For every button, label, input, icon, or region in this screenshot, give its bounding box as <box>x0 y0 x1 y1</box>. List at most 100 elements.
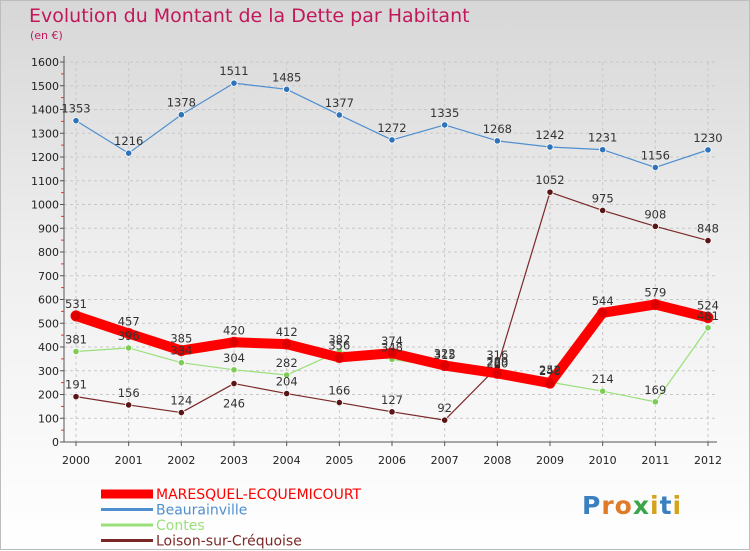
data-point <box>386 347 398 359</box>
logo-letter: t <box>659 491 673 520</box>
data-label: 1353 <box>61 102 90 116</box>
data-point <box>546 143 554 151</box>
data-point <box>388 136 396 144</box>
x-tick-label: 2001 <box>115 454 143 467</box>
data-label: 334 <box>170 344 192 358</box>
data-point <box>546 188 554 196</box>
data-label: 246 <box>223 397 245 411</box>
y-tick-label: 900 <box>38 222 59 235</box>
data-label: 169 <box>644 383 666 397</box>
logo-letter: o <box>614 491 633 520</box>
data-point <box>651 398 659 406</box>
data-label: 92 <box>437 401 452 415</box>
data-label: 252 <box>539 363 561 377</box>
data-label: 975 <box>592 191 614 205</box>
data-point <box>177 359 185 367</box>
data-point <box>704 146 712 154</box>
x-tick-label: 2006 <box>378 454 406 467</box>
chart-subtitle: (en €) <box>30 29 63 42</box>
data-label: 304 <box>223 351 245 365</box>
x-tick-label: 2009 <box>536 454 564 467</box>
data-label: 166 <box>328 384 350 398</box>
data-label: 908 <box>644 207 666 221</box>
data-point <box>230 379 238 388</box>
data-label: 1052 <box>535 173 564 187</box>
data-point <box>177 111 185 119</box>
legend: MARESQUEL-ECQUEMICOURTBeaurainvilleConte… <box>101 487 362 550</box>
data-label: 191 <box>65 378 87 392</box>
y-tick-label: 200 <box>38 389 59 402</box>
data-point <box>493 137 501 145</box>
data-point <box>651 163 659 172</box>
data-point <box>333 351 345 363</box>
data-label: 1230 <box>693 131 722 145</box>
data-point <box>651 222 659 230</box>
data-point <box>125 401 133 409</box>
data-point <box>72 393 80 401</box>
data-label: 315 <box>434 348 456 362</box>
logo-letter: P <box>582 491 602 520</box>
data-point <box>599 206 607 215</box>
legend-label: Beaurainville <box>156 503 247 519</box>
data-label: 1485 <box>272 70 301 84</box>
data-label: 248 <box>539 364 561 378</box>
data-point <box>597 307 609 319</box>
logo-letter: r <box>601 491 615 520</box>
data-label: 316 <box>486 348 508 362</box>
data-label: 214 <box>592 372 614 386</box>
x-tick-label: 2012 <box>694 454 722 467</box>
data-point <box>72 117 80 125</box>
data-label: 289 <box>486 354 508 368</box>
data-label: 348 <box>381 340 403 354</box>
y-tick-label: 1400 <box>31 104 59 117</box>
data-point <box>175 345 187 357</box>
data-point <box>704 237 712 245</box>
x-tick-label: 2002 <box>167 454 195 467</box>
y-tick-label: 1200 <box>31 151 59 164</box>
y-tick-label: 800 <box>38 246 59 259</box>
y-tick-label: 1500 <box>31 80 59 93</box>
data-label: 1272 <box>377 121 406 135</box>
data-point <box>177 408 185 417</box>
data-point <box>283 85 291 93</box>
data-label: 124 <box>170 394 192 408</box>
logo-letter: i <box>650 491 660 520</box>
y-tick-label: 1300 <box>31 127 59 140</box>
data-point <box>123 327 135 339</box>
data-labels: 531 457 385 420 412 356 374 322 289 248 544 579 524 1… <box>61 64 722 415</box>
x-tick-label: 2011 <box>641 454 669 467</box>
data-label: 322 <box>434 347 456 361</box>
data-label: 381 <box>65 333 87 347</box>
data-point <box>335 398 343 407</box>
legend-label: Loison-sur-Créquoise <box>156 534 302 550</box>
data-label: 1242 <box>535 128 564 142</box>
axes: 0 100 200 300 400 500 600 700 800 900 1000 1100 1200… <box>31 56 722 467</box>
y-tick-label: 500 <box>38 317 59 330</box>
data-point <box>388 408 396 416</box>
data-point <box>228 336 240 348</box>
data-point <box>649 298 661 310</box>
y-tick-label: 300 <box>38 365 59 378</box>
x-tick-label: 2007 <box>431 454 459 467</box>
data-point <box>283 371 291 379</box>
y-tick-label: 100 <box>38 412 59 425</box>
y-tick-label: 400 <box>38 341 59 354</box>
data-label: 204 <box>276 375 298 389</box>
data-label: 1231 <box>588 131 617 145</box>
data-point <box>702 312 714 324</box>
data-point <box>491 367 503 379</box>
data-label: 481 <box>697 309 719 323</box>
data-label: 282 <box>276 356 298 370</box>
x-tick-label: 2004 <box>273 454 301 467</box>
data-label: 1156 <box>641 148 670 162</box>
data-label: 544 <box>592 294 614 308</box>
y-tick-label: 1000 <box>31 199 59 212</box>
data-point <box>70 310 82 322</box>
data-label: 385 <box>170 332 192 346</box>
data-point <box>230 79 238 87</box>
data-label: 382 <box>328 332 350 346</box>
x-tick-label: 2000 <box>62 454 90 467</box>
data-point <box>283 389 291 398</box>
legend-label: Contes <box>156 518 205 534</box>
